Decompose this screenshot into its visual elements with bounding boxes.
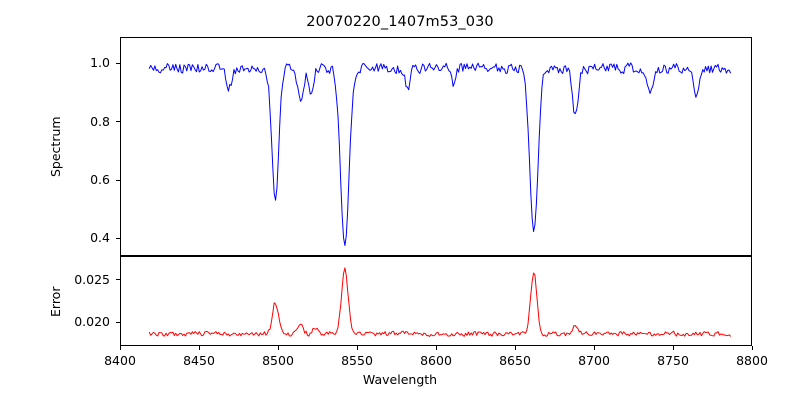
- x-tick-label-wavelength: 8600: [420, 353, 452, 368]
- y-tick-label-error: 0.025: [74, 271, 110, 287]
- x-tick-wavelength: [751, 346, 753, 350]
- x-tick-wavelength: [277, 346, 279, 350]
- y-tick-label-error: 0.020: [74, 314, 110, 330]
- x-tick-wavelength: [435, 346, 437, 350]
- x-tick-label-wavelength: 8800: [736, 353, 768, 368]
- y-tick-spectrum: [116, 179, 120, 181]
- y-tick-label-spectrum: 0.4: [90, 230, 110, 246]
- y-tick-spectrum: [116, 62, 120, 64]
- x-axis-label-wavelength: Wavelength: [362, 372, 438, 387]
- y-tick-label-spectrum: 0.6: [90, 172, 110, 188]
- y-tick-label-spectrum: 0.8: [90, 113, 110, 129]
- x-tick-wavelength: [119, 346, 121, 350]
- x-tick-label-wavelength: 8650: [499, 353, 531, 368]
- x-tick-label-wavelength: 8500: [262, 353, 294, 368]
- x-tick-label-wavelength: 8450: [183, 353, 215, 368]
- error-line-series: [148, 267, 732, 337]
- error-plot-area: [120, 256, 752, 346]
- x-tick-wavelength: [593, 346, 595, 350]
- x-tick-label-wavelength: 8550: [341, 353, 373, 368]
- x-tick-label-wavelength: 8400: [104, 353, 136, 368]
- y-tick-spectrum: [116, 237, 120, 240]
- page-title: 20070220_1407m53_030: [306, 14, 494, 30]
- x-tick-label-wavelength: 8700: [578, 353, 610, 368]
- y-axis-label-spectrum: Spectrum: [48, 115, 63, 177]
- x-tick-wavelength: [672, 346, 674, 350]
- y-tick-error: [116, 279, 120, 281]
- x-tick-label-wavelength: 8750: [657, 353, 689, 368]
- y-tick-label-spectrum: 1.0: [90, 55, 110, 71]
- x-tick-wavelength: [514, 346, 516, 350]
- y-axis-label-error: Error: [48, 286, 63, 317]
- y-tick-error: [116, 321, 120, 323]
- x-tick-wavelength: [198, 346, 200, 350]
- y-tick-spectrum: [116, 121, 120, 123]
- spectrum-plot-area: [120, 37, 752, 256]
- x-tick-wavelength: [356, 346, 358, 350]
- spectrum-line-series: [148, 62, 732, 247]
